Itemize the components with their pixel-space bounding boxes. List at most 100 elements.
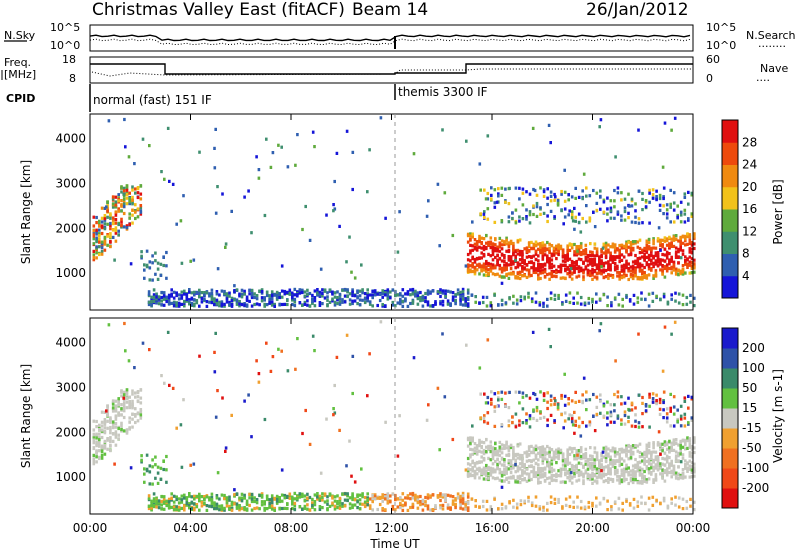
heatmap-cell <box>399 496 402 500</box>
heatmap-cell <box>638 262 642 266</box>
heatmap-cell <box>528 414 532 418</box>
heatmap-cell <box>165 297 168 301</box>
heatmap-cell <box>185 293 189 297</box>
heatmap-cell <box>622 473 626 477</box>
heatmap-cell <box>638 246 642 251</box>
heatmap-cell <box>684 259 687 263</box>
heatmap-cell <box>591 501 594 505</box>
heatmap-cell <box>494 447 497 451</box>
heatmap-cell <box>491 266 495 270</box>
heatmap-cell <box>647 264 651 269</box>
heatmap-cell <box>688 445 692 450</box>
heatmap-cell <box>466 291 470 295</box>
heatmap-cell <box>658 400 662 405</box>
heatmap-cell <box>188 290 191 294</box>
heatmap-cell <box>595 300 598 304</box>
heatmap-cell <box>167 506 171 510</box>
heatmap-cell <box>473 470 477 474</box>
heatmap-cell <box>561 251 565 255</box>
heatmap-cell <box>444 493 447 497</box>
heatmap-cell <box>518 270 522 274</box>
heatmap-cell <box>595 250 599 254</box>
heatmap-cell <box>672 263 676 267</box>
heatmap-cell <box>411 299 415 303</box>
heatmap-cell <box>163 177 166 181</box>
heatmap-cell <box>258 493 261 498</box>
heatmap-cell <box>611 275 615 279</box>
heatmap-cell <box>100 420 104 424</box>
heatmap-cell <box>491 450 495 454</box>
heatmap-cell <box>577 274 581 278</box>
heatmap-cell <box>598 270 601 275</box>
heatmap-cell <box>482 472 486 476</box>
heatmap-cell <box>503 446 506 450</box>
heatmap-cell <box>527 448 531 453</box>
heatmap-cell <box>584 267 588 271</box>
heatmap-cell <box>421 298 425 302</box>
heatmap-cell <box>641 401 644 405</box>
heatmap-cell <box>338 292 342 296</box>
heatmap-cell <box>103 237 107 241</box>
heatmap-cell <box>561 263 565 267</box>
heatmap-cell <box>162 499 166 503</box>
heatmap-cell <box>604 251 608 255</box>
heatmap-cell <box>122 225 126 229</box>
heatmap-cell <box>103 235 107 239</box>
heatmap-cell <box>313 289 317 293</box>
heatmap-cell <box>188 494 191 498</box>
heatmap-cell <box>109 223 112 228</box>
heatmap-cell <box>111 197 115 201</box>
heatmap-cell <box>503 275 506 279</box>
heatmap-cell <box>548 263 551 267</box>
heatmap-cell <box>306 292 309 297</box>
heatmap-cell <box>195 494 199 498</box>
heatmap-cell <box>493 205 497 209</box>
heatmap-cell <box>245 499 249 503</box>
heatmap-cell <box>166 126 170 130</box>
heatmap-cell <box>599 207 602 211</box>
heatmap-cell <box>103 443 107 447</box>
heatmap-cell <box>469 243 472 247</box>
heatmap-cell <box>560 393 563 398</box>
heatmap-cell <box>493 409 497 413</box>
heatmap-cell <box>595 201 599 205</box>
heatmap-cell <box>665 253 669 257</box>
heatmap-cell <box>454 302 457 306</box>
heatmap-cell <box>431 508 435 512</box>
heatmap-cell <box>103 422 107 426</box>
heatmap-cell <box>586 472 590 476</box>
heatmap-cell <box>103 410 107 414</box>
heatmap-cell <box>595 247 599 251</box>
heatmap-cell <box>645 467 649 471</box>
heatmap-cell <box>270 293 274 297</box>
heatmap-cell <box>278 292 281 296</box>
heatmap-cell <box>346 290 349 294</box>
heatmap-cell <box>539 212 542 216</box>
heatmap-cell <box>162 501 166 505</box>
heatmap-cell <box>351 187 354 192</box>
heatmap-cell <box>618 481 621 485</box>
heatmap-cell <box>278 303 281 307</box>
heatmap-cell <box>566 258 569 262</box>
heatmap-cell <box>399 506 402 510</box>
heatmap-cell <box>550 470 554 474</box>
heatmap-cell <box>539 480 542 485</box>
heatmap-cell <box>426 496 430 500</box>
heatmap-cell <box>183 504 186 508</box>
heatmap-cell <box>593 260 597 265</box>
heatmap-cell <box>616 474 619 478</box>
heatmap-cell <box>270 290 274 294</box>
heatmap-cell <box>604 448 608 452</box>
heatmap-cell <box>106 438 109 442</box>
heatmap-cell <box>333 300 337 304</box>
heatmap-cell <box>613 199 616 203</box>
heatmap-cell <box>213 507 216 511</box>
heatmap-cell <box>301 227 304 232</box>
heatmap-cell <box>648 425 651 429</box>
heatmap-cell <box>668 242 671 246</box>
heatmap-cell <box>652 480 655 484</box>
heatmap-cell <box>424 500 427 504</box>
heatmap-cell <box>117 209 120 213</box>
heatmap-cell <box>616 210 620 214</box>
heatmap-cell <box>685 506 689 510</box>
